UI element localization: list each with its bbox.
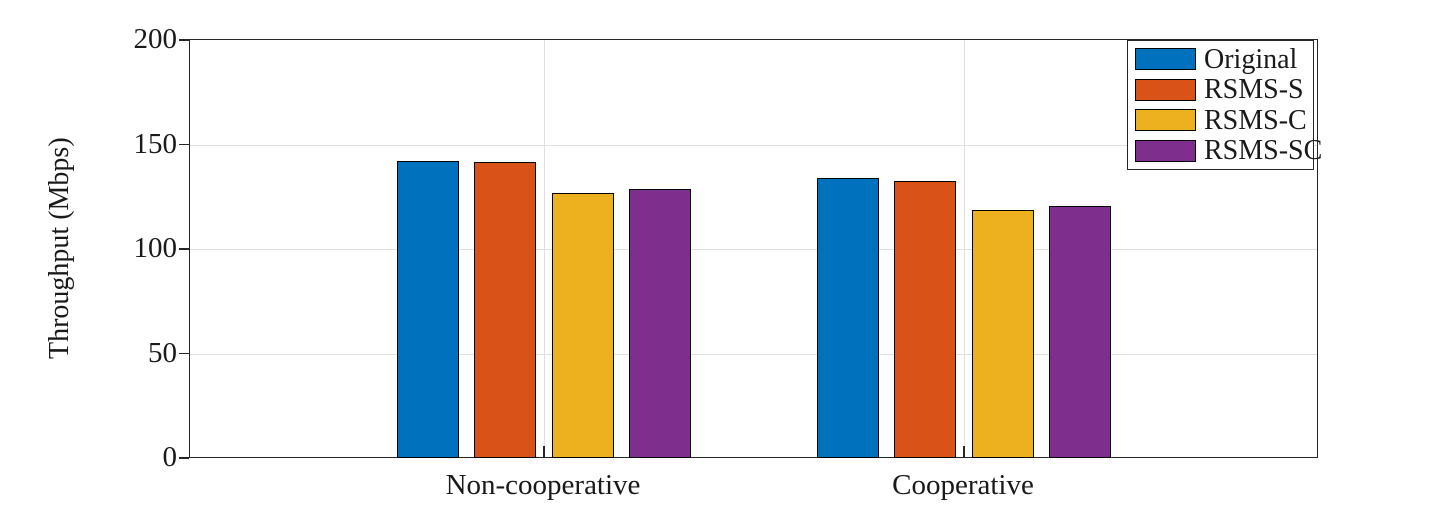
v-gridline: [964, 40, 965, 457]
y-tick-label: 50: [148, 336, 177, 369]
v-gridline: [544, 40, 545, 457]
bar: [629, 188, 692, 458]
bar: [474, 161, 537, 458]
y-tick-mark: [178, 248, 189, 250]
legend: Original RSMS-S RSMS-C RSMS-SC: [1127, 40, 1322, 170]
h-gridline: [190, 249, 1317, 250]
plot-area: Original RSMS-S RSMS-C RSMS-SC: [178, 39, 1322, 459]
legend-swatch-icon: [1135, 48, 1196, 71]
y-tick-mark: [178, 457, 189, 459]
y-tick-label: 100: [133, 232, 178, 264]
legend-item: Original: [1135, 45, 1313, 74]
x-tick-mark: [963, 446, 965, 457]
x-category-label: Cooperative: [892, 469, 1034, 501]
y-tick-mark: [178, 39, 189, 41]
legend-swatch-icon: [1135, 139, 1196, 162]
legend-label: RSMS-S: [1204, 74, 1304, 106]
legend-item: RSMS-S: [1135, 75, 1313, 104]
y-axis-label: Throughput (Mbps): [44, 137, 75, 360]
y-tick-label: 200: [133, 23, 178, 55]
legend-swatch-icon: [1135, 109, 1196, 132]
legend-item: RSMS-C: [1135, 106, 1313, 135]
bar: [396, 160, 459, 458]
h-gridline: [190, 144, 1317, 146]
h-gridline: [190, 353, 1317, 355]
legend-label: Original: [1204, 43, 1298, 75]
y-tick-label: 150: [133, 127, 178, 160]
y-tick-label: 0: [162, 441, 178, 473]
bar: [1049, 205, 1112, 458]
legend-item: RSMS-SC: [1135, 136, 1322, 165]
bar: [894, 180, 957, 458]
y-tick-mark: [178, 352, 189, 355]
x-category-label: Non-cooperative: [445, 469, 641, 501]
bar: [551, 193, 614, 458]
legend-swatch-icon: [1135, 78, 1196, 101]
y-tick-mark: [178, 143, 189, 146]
bar: [971, 210, 1034, 458]
x-tick-mark: [543, 446, 545, 457]
bar: [816, 178, 879, 458]
legend-label: RSMS-SC: [1204, 135, 1323, 167]
legend-label: RSMS-C: [1204, 104, 1307, 136]
